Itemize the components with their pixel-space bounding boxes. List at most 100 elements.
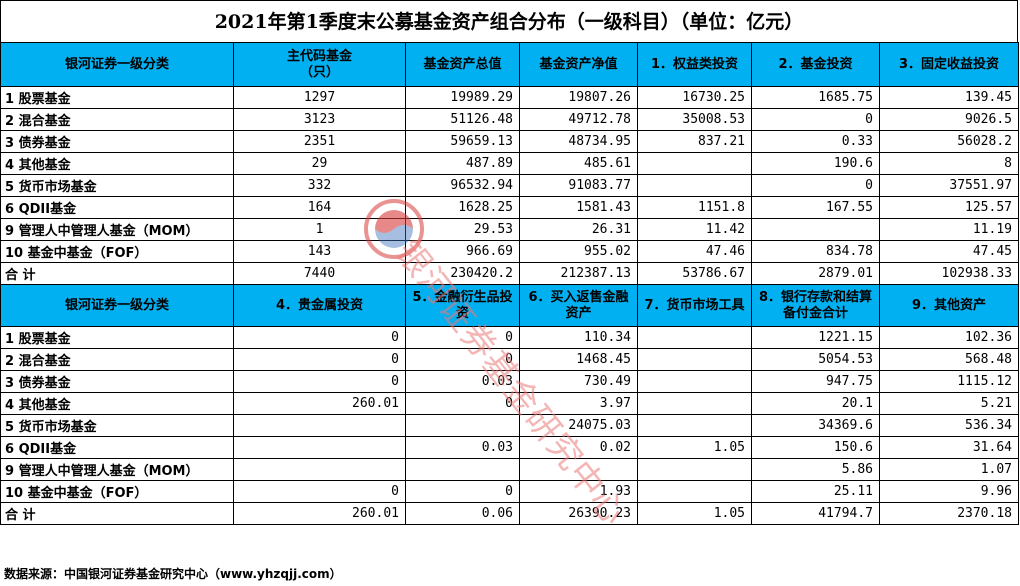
table-cell: 1 xyxy=(233,218,406,241)
table-row: 合 计 7440 230420.2 212387.13 53786.67 2879.01 1… xyxy=(0,262,1019,285)
table-cell: 19807.26 xyxy=(519,86,638,109)
table-cell: 3123 xyxy=(233,108,406,131)
row-label: 1 股票基金 xyxy=(0,326,234,349)
table-cell: 35008.53 xyxy=(637,108,752,131)
column-header: 银河证券一级分类 xyxy=(0,284,234,327)
table-cell: 947.75 xyxy=(751,370,880,393)
table-cell: 5.21 xyxy=(879,392,1019,415)
table-cell: 26390.23 xyxy=(519,502,638,525)
table-cell: 487.89 xyxy=(405,152,520,175)
table-row: 6 QDII基金 0.03 0.02 1.05 150.6 31.64 xyxy=(0,436,1019,459)
table-cell: 0 xyxy=(751,174,880,197)
table-cell: 96532.94 xyxy=(405,174,520,197)
column-header: 主代码基金 （只） xyxy=(233,42,406,87)
table-cell: 0 xyxy=(751,108,880,131)
table-cell: 1628.25 xyxy=(405,196,520,219)
table-cell: 230420.2 xyxy=(405,262,520,285)
table-cell: 47.45 xyxy=(879,240,1019,263)
table-row: 5 货币市场基金 24075.03 34369.6 536.34 xyxy=(0,414,1019,437)
table-cell: 0.33 xyxy=(751,130,880,153)
table-cell: 48734.95 xyxy=(519,130,638,153)
table-cell xyxy=(405,414,520,437)
table-row: 9 管理人中管理人基金（MOM） 5.86 1.07 xyxy=(0,458,1019,481)
table-row: 4 其他基金 260.01 0 3.97 20.1 5.21 xyxy=(0,392,1019,415)
column-header: 3．固定收益投资 xyxy=(879,42,1019,87)
table-cell: 0 xyxy=(233,348,406,371)
table-cell: 9.96 xyxy=(879,480,1019,503)
table-cell xyxy=(637,392,752,415)
row-label: 9 管理人中管理人基金（MOM） xyxy=(0,458,234,481)
table-cell: 260.01 xyxy=(233,502,406,525)
table-cell: 1115.12 xyxy=(879,370,1019,393)
table-cell: 0 xyxy=(405,392,520,415)
table-row: 10 基金中基金（FOF） 0 0 1.93 25.11 9.96 xyxy=(0,480,1019,503)
column-header: 4．贵金属投资 xyxy=(233,284,406,327)
column-header: 7．货币市场工具 xyxy=(637,284,752,327)
table-cell xyxy=(233,436,406,459)
table-cell: 1297 xyxy=(233,86,406,109)
table-cell: 0 xyxy=(233,326,406,349)
column-header: 6．买入返售金融资产 xyxy=(519,284,638,327)
table-title: 2021年第1季度末公募基金资产组合分布（一级科目）（单位：亿元） xyxy=(0,0,1018,42)
table-cell: 0 xyxy=(233,370,406,393)
table-cell: 730.49 xyxy=(519,370,638,393)
column-header: 基金资产总值 xyxy=(405,42,520,87)
table-cell: 0 xyxy=(233,480,406,503)
row-label: 3 债券基金 xyxy=(0,130,234,153)
table-cell: 11.42 xyxy=(637,218,752,241)
table-cell: 139.45 xyxy=(879,86,1019,109)
table-cell: 0.02 xyxy=(519,436,638,459)
table-cell: 1221.15 xyxy=(751,326,880,349)
table-cell: 91083.77 xyxy=(519,174,638,197)
table-cell: 150.6 xyxy=(751,436,880,459)
table-cell: 7440 xyxy=(233,262,406,285)
table-cell: 1.07 xyxy=(879,458,1019,481)
table-cell: 49712.78 xyxy=(519,108,638,131)
table-cell: 2370.18 xyxy=(879,502,1019,525)
table-cell: 260.01 xyxy=(233,392,406,415)
table-cell: 102938.33 xyxy=(879,262,1019,285)
table-cell: 25.11 xyxy=(751,480,880,503)
table-cell: 29.53 xyxy=(405,218,520,241)
row-label: 合 计 xyxy=(0,262,234,285)
table-cell: 536.34 xyxy=(879,414,1019,437)
table-cell: 41794.7 xyxy=(751,502,880,525)
table-cell: 20.1 xyxy=(751,392,880,415)
table-cell: 164 xyxy=(233,196,406,219)
row-label: 4 其他基金 xyxy=(0,392,234,415)
row-label: 1 股票基金 xyxy=(0,86,234,109)
table-cell: 31.64 xyxy=(879,436,1019,459)
row-label: 6 QDII基金 xyxy=(0,196,234,219)
table-cell xyxy=(233,458,406,481)
table-row: 9 管理人中管理人基金（MOM） 1 29.53 26.31 11.42 11.19 xyxy=(0,218,1019,241)
table-cell: 955.02 xyxy=(519,240,638,263)
column-header: 基金资产净值 xyxy=(519,42,638,87)
table-cell: 0 xyxy=(405,348,520,371)
table-cell: 167.55 xyxy=(751,196,880,219)
table-cell: 24075.03 xyxy=(519,414,638,437)
table-cell: 8 xyxy=(879,152,1019,175)
row-label: 4 其他基金 xyxy=(0,152,234,175)
table-cell: 1.93 xyxy=(519,480,638,503)
table-cell: 19989.29 xyxy=(405,86,520,109)
table-cell: 212387.13 xyxy=(519,262,638,285)
row-label: 合 计 xyxy=(0,502,234,525)
column-header: 8．银行存款和结算备付金合计 xyxy=(751,284,880,327)
table-cell: 34369.6 xyxy=(751,414,880,437)
table-row: 3 债券基金 0 0.03 730.49 947.75 1115.12 xyxy=(0,370,1019,393)
table-cell: 51126.48 xyxy=(405,108,520,131)
table-cell: 9026.5 xyxy=(879,108,1019,131)
table-cell: 47.46 xyxy=(637,240,752,263)
table-cell xyxy=(637,480,752,503)
table-cell: 2351 xyxy=(233,130,406,153)
table-cell: 190.6 xyxy=(751,152,880,175)
table-cell: 53786.67 xyxy=(637,262,752,285)
table1-header-row: 银河证券一级分类 主代码基金 （只） 基金资产总值 基金资产净值 1．权益类投资 2．基金… xyxy=(0,42,1019,87)
table-cell xyxy=(637,152,752,175)
row-label: 2 混合基金 xyxy=(0,108,234,131)
table-row: 3 债券基金 2351 59659.13 48734.95 837.21 0.33 5602… xyxy=(0,130,1019,153)
table-cell xyxy=(637,174,752,197)
table-cell: 1685.75 xyxy=(751,86,880,109)
table-cell: 0.03 xyxy=(405,370,520,393)
table-cell: 1.05 xyxy=(637,502,752,525)
